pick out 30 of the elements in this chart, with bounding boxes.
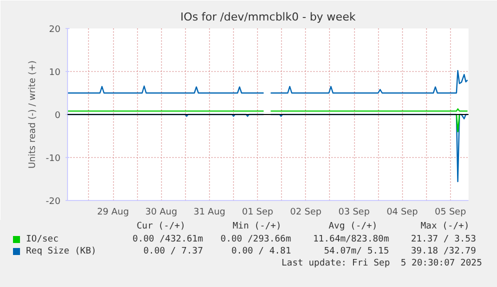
x-tick-label: 05 Sep — [434, 208, 466, 218]
text: 21.37 / 3.53 — [410, 234, 476, 246]
x-tick-label: 31 Aug — [193, 208, 226, 218]
y-axis-title: Units read (-) / write (+) — [28, 60, 38, 169]
text: 0.00 / 7.37 — [143, 246, 203, 258]
x-tick-label: 04 Sep — [386, 208, 418, 218]
legend-label: IO/sec — [26, 234, 59, 246]
y-tick-label: -10 — [46, 154, 61, 164]
text: 39.18 /32.79 — [410, 246, 476, 258]
chart-title: IOs for /dev/mmcblk0 - by week — [180, 10, 356, 24]
y-tick-label: 0 — [54, 111, 61, 121]
x-tick-label: 30 Aug — [145, 208, 178, 218]
text: Last update: Fri Sep 5 20:30:07 2025 — [282, 258, 482, 270]
y-tick-label: 20 — [49, 25, 61, 35]
text: 54.07m/ 5.15 — [324, 246, 389, 258]
text: Cur (-/+) — [136, 220, 186, 234]
text: 11.64m/823.80m — [313, 234, 389, 246]
text: Avg (-/+) — [328, 220, 378, 234]
legend-label: Req Size (KB) — [26, 246, 96, 258]
x-tick-label: 01 Sep — [242, 208, 274, 218]
y-tick-label: -20 — [46, 197, 61, 207]
text: Max (-/+) — [420, 220, 470, 234]
y-tick-label: 10 — [49, 68, 61, 78]
text: Min (-/+) — [232, 220, 282, 234]
text: 0.00 /293.66m — [220, 234, 291, 246]
x-tick-label: 03 Sep — [338, 208, 370, 218]
text: 0.00 /432.61m — [132, 234, 203, 246]
x-tick-label: 29 Aug — [97, 208, 129, 218]
x-tick-label: 02 Sep — [290, 208, 322, 218]
text: 0.00 / 4.81 — [231, 246, 291, 258]
